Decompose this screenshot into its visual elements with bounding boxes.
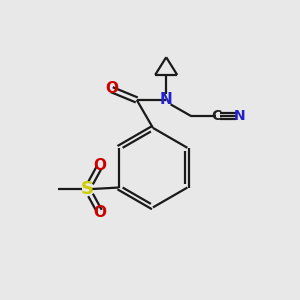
Text: N: N: [160, 92, 172, 107]
Text: C: C: [211, 109, 221, 123]
Text: O: O: [105, 81, 118, 96]
Text: N: N: [234, 109, 246, 123]
Text: S: S: [81, 180, 94, 198]
Text: O: O: [93, 205, 106, 220]
Text: O: O: [93, 158, 106, 173]
